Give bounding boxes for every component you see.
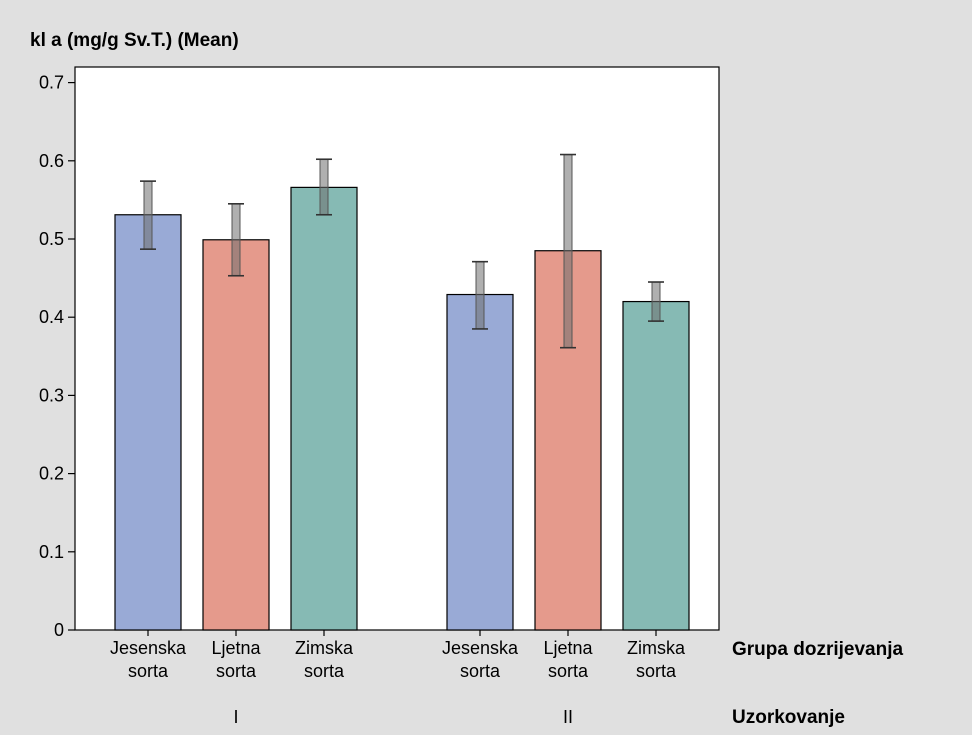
category-label: Jesenska [442,638,519,658]
error-bar [231,203,241,277]
y-tick-label: 0.4 [39,307,64,327]
y-tick-label: 0.6 [39,151,64,171]
category-label: sorta [216,661,257,681]
bar [202,239,270,631]
category-label: sorta [636,661,677,681]
chart-title: kl a (mg/g Sv.T.) (Mean) [30,30,239,51]
bars [114,153,690,631]
category-label: sorta [128,661,169,681]
x-outer-axis-title: Uzorkovanje [732,707,845,728]
category-label: Zimska [627,638,686,658]
plot-area [74,66,720,631]
error-bar [651,281,661,322]
category-label: Zimska [295,638,354,658]
category-label: Ljetna [543,638,593,658]
group-label: I [233,707,238,727]
category-label: Ljetna [211,638,261,658]
y-tick-label: 0.3 [39,385,64,405]
bar [114,214,182,631]
y-tick-label: 0.2 [39,464,64,484]
category-label: sorta [460,661,501,681]
error-bar [475,261,485,330]
category-label: Jesenska [110,638,187,658]
error-bar [143,180,153,250]
y-tick-label: 0.5 [39,229,64,249]
error-bar [319,158,329,216]
x-axis-labels: Jesenska sorta Ljetna sorta Zimska sorta I Jese… [110,630,686,727]
error-bar [563,154,573,349]
bar [290,186,358,631]
category-label: sorta [548,661,589,681]
category-label: sorta [304,661,345,681]
bar [622,300,690,631]
y-tick-label: 0.1 [39,542,64,562]
y-tick-label: 0 [54,620,64,640]
y-tick-label: 0.7 [39,73,64,93]
group-label: II [563,707,573,727]
bar [446,293,514,631]
y-axis: 0 0.1 0.2 0.3 0.4 0.5 0.6 0.7 [39,73,75,640]
x-inner-axis-title: Grupa dozrijevanja [732,639,903,660]
